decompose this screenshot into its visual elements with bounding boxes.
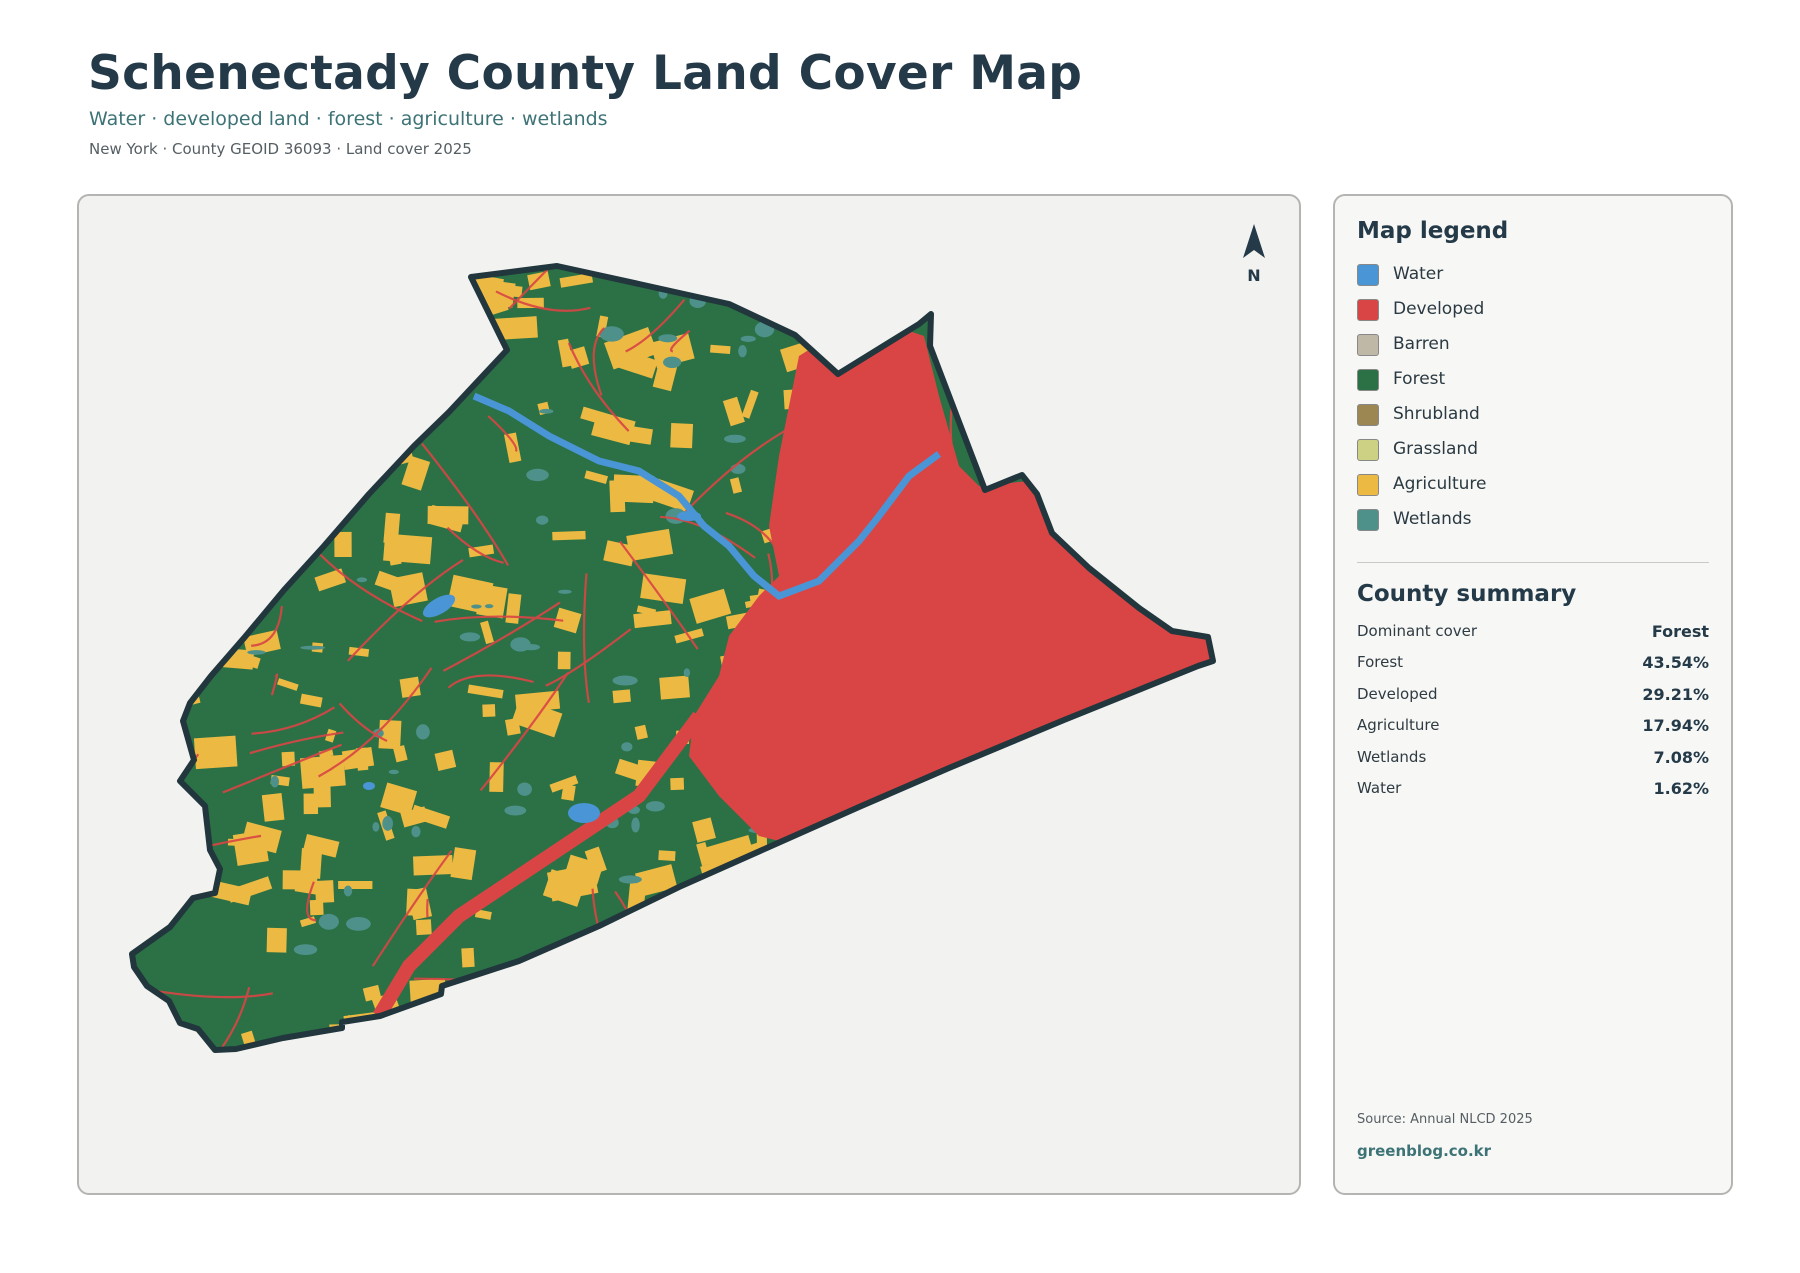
legend-swatch-shrubland [1357,404,1379,426]
page-title: Schenectady County Land Cover Map [88,46,1083,101]
legend-swatch-forest [1357,369,1379,391]
mohawk-river [472,392,942,600]
summary-row: Dominant cover Forest [1357,622,1709,653]
legend-swatch-wetlands [1357,509,1379,531]
summary-label: Agriculture [1357,716,1440,735]
legend-label: Shrubland [1393,404,1480,424]
water-bodies [363,511,701,823]
source-note: Source: Annual NLCD 2025 [1357,1112,1533,1127]
legend-label: Barren [1393,334,1450,354]
legend-swatch-developed [1357,299,1379,321]
land-cover-raster [132,266,1213,1050]
legend-label: Grassland [1393,439,1478,459]
legend-label: Wetlands [1393,509,1472,529]
summary-label: Developed [1357,684,1438,703]
site-link[interactable]: greenblog.co.kr [1357,1142,1492,1160]
county-map[interactable] [79,196,1301,1195]
summary-title: County summary [1357,581,1577,607]
north-arrow-icon [1243,224,1265,258]
summary-row: Developed 29.21% [1357,685,1709,716]
legend-label: Forest [1393,369,1446,389]
page-subtitle: Water · developed land · forest · agricu… [89,108,608,130]
summary-value: 43.54% [1642,653,1709,673]
summary-label: Wetlands [1357,747,1427,766]
summary-value: Forest [1651,622,1709,641]
summary-table: Dominant cover Forest Forest 43.54% Deve… [1357,622,1709,810]
legend-swatch-water [1357,264,1379,286]
summary-value: 1.62% [1653,778,1709,798]
legend-label: Water [1393,264,1444,284]
summary-row: Wetlands 7.08% [1357,748,1709,779]
summary-label: Forest [1357,653,1404,672]
map-panel[interactable]: N [77,194,1301,1195]
legend-swatch-agriculture [1357,474,1379,496]
summary-value: 29.21% [1642,684,1709,704]
summary-row: Agriculture 17.94% [1357,716,1709,747]
page-meta: New York · County GEOID 36093 · Land cov… [89,140,472,158]
legend-label: Agriculture [1393,474,1487,494]
summary-row: Forest 43.54% [1357,653,1709,684]
summary-value: 7.08% [1653,747,1709,767]
legend-swatch-grassland [1357,439,1379,461]
summary-label: Dominant cover [1357,622,1478,640]
summary-row: Water 1.62% [1357,779,1709,810]
legend-label: Developed [1393,299,1485,319]
legend-title: Map legend [1357,218,1509,244]
legend-swatch-barren [1357,334,1379,356]
north-label: N [1247,266,1261,285]
summary-label: Water [1357,778,1402,797]
developed-corridor [372,711,705,1020]
side-panel: Map legend Water Developed Barren Forest… [1333,194,1733,1195]
summary-value: 17.94% [1642,716,1709,736]
divider [1357,562,1709,563]
